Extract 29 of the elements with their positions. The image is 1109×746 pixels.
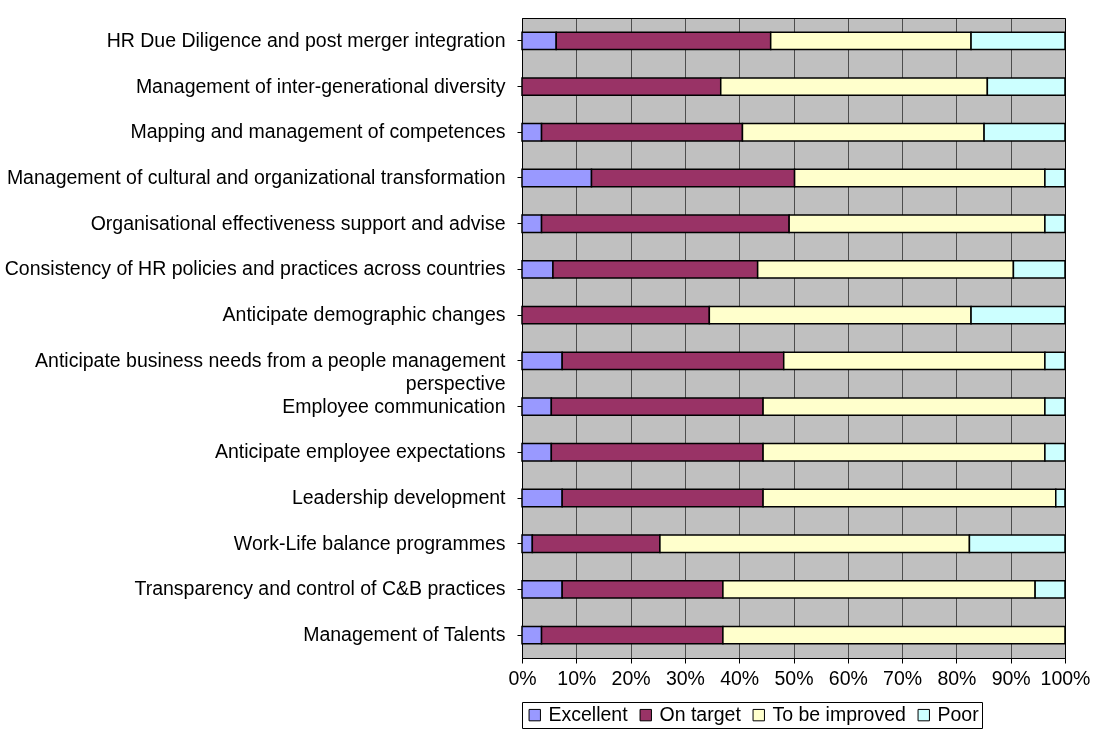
x-tick-label: 40%: [720, 666, 760, 689]
y-tick-label: Transparency and control of C&B practices: [134, 577, 506, 600]
legend-label: To be improved: [772, 703, 906, 726]
y-tick-label: Management of cultural and organizational transformation: [6, 166, 506, 188]
y-tick-label: Anticipate business needs from a people management perspective: [35, 348, 507, 394]
y-tick-label: Management of inter-generational diversity: [135, 74, 506, 97]
y-tick-label: Consistency of HR policies and practices across countries: [4, 257, 506, 280]
y-tick-label: Anticipate employee expectations: [214, 440, 506, 463]
x-tick-label: 60%: [828, 666, 868, 689]
y-tick-label: Mapping and management of competences: [130, 120, 506, 143]
x-tick-label: 50%: [774, 666, 814, 689]
x-tick-label: 10%: [557, 666, 597, 689]
x-tick-label: 30%: [665, 666, 705, 689]
legend-label: Excellent: [548, 703, 629, 726]
x-tick-label: 90%: [991, 666, 1031, 689]
legend-label: Poor: [937, 703, 980, 726]
x-tick-label: 70%: [883, 666, 923, 689]
y-tick-label: Management of Talents: [303, 623, 506, 646]
x-tick-label: 80%: [937, 666, 977, 689]
y-tick-label: Organisational effectiveness support and advise: [90, 211, 506, 234]
y-tick-label: Employee communication: [282, 394, 506, 417]
y-tick-label: HR Due Diligence and post merger integration: [106, 28, 506, 51]
x-tick-label: 20%: [611, 666, 651, 689]
y-tick-label: Leadership development: [291, 486, 507, 508]
x-tick-label: 0%: [508, 666, 537, 689]
y-tick-label: Anticipate demographic changes: [222, 303, 506, 326]
y-tick-label: Work-Life balance programmes: [233, 531, 506, 554]
legend-label: On target: [659, 703, 742, 726]
x-tick-label: 100%: [1040, 666, 1091, 689]
